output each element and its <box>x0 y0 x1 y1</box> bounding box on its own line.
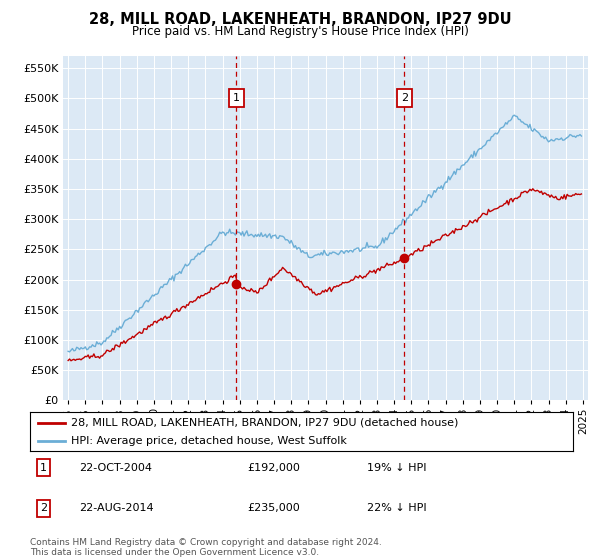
Text: 1: 1 <box>233 94 240 103</box>
Text: 19% ↓ HPI: 19% ↓ HPI <box>367 463 426 473</box>
Text: £192,000: £192,000 <box>247 463 300 473</box>
Text: 22% ↓ HPI: 22% ↓ HPI <box>367 503 426 513</box>
Text: 22-AUG-2014: 22-AUG-2014 <box>79 503 154 513</box>
Text: 1: 1 <box>40 463 47 473</box>
Text: HPI: Average price, detached house, West Suffolk: HPI: Average price, detached house, West… <box>71 436 347 446</box>
Text: Contains HM Land Registry data © Crown copyright and database right 2024.
This d: Contains HM Land Registry data © Crown c… <box>30 538 382 557</box>
Text: 22-OCT-2004: 22-OCT-2004 <box>79 463 152 473</box>
Text: 2: 2 <box>401 94 408 103</box>
Text: 28, MILL ROAD, LAKENHEATH, BRANDON, IP27 9DU: 28, MILL ROAD, LAKENHEATH, BRANDON, IP27… <box>89 12 511 27</box>
Text: £235,000: £235,000 <box>247 503 300 513</box>
Text: 2: 2 <box>40 503 47 513</box>
Text: Price paid vs. HM Land Registry's House Price Index (HPI): Price paid vs. HM Land Registry's House … <box>131 25 469 38</box>
Text: 28, MILL ROAD, LAKENHEATH, BRANDON, IP27 9DU (detached house): 28, MILL ROAD, LAKENHEATH, BRANDON, IP27… <box>71 418 458 428</box>
